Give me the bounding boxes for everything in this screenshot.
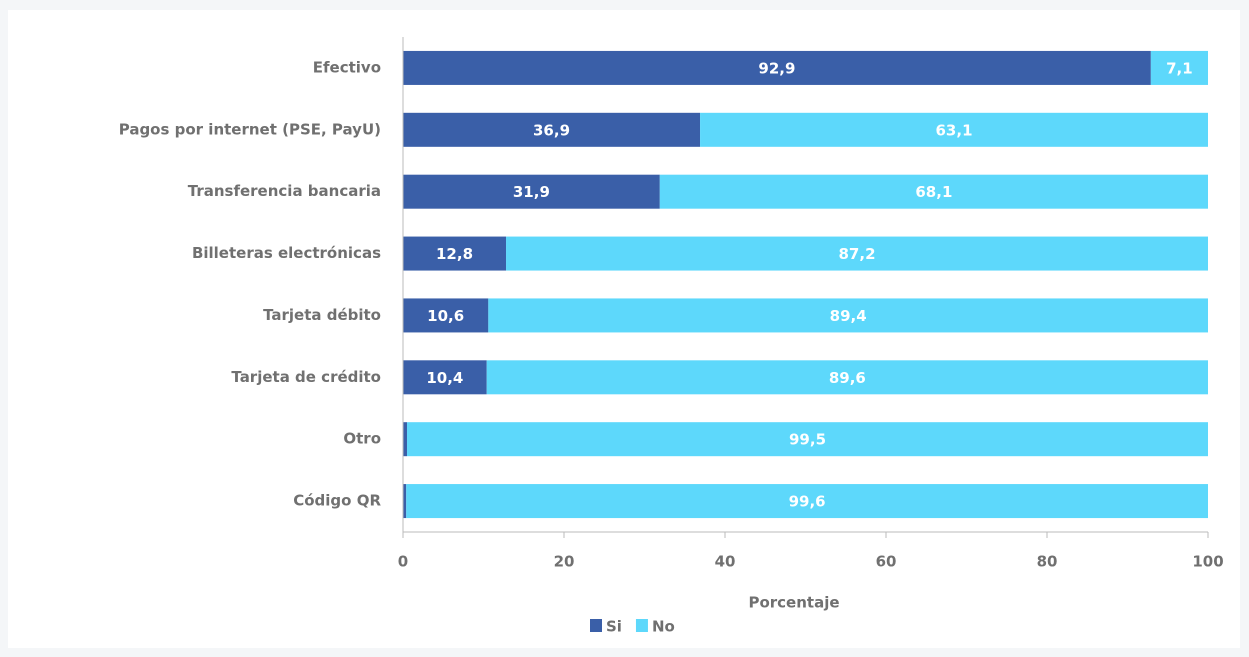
bar-segment: [659, 174, 1208, 209]
legend-label: No: [652, 618, 675, 636]
bar-segment: [403, 112, 701, 147]
bar-segment: [403, 484, 407, 519]
y-tick-label: Tarjeta de crédito: [231, 368, 381, 386]
value-label: 36,9: [533, 121, 570, 139]
value-label: 10,4: [426, 369, 463, 387]
bar-segment: [403, 50, 1151, 85]
bar-segment: [403, 236, 507, 271]
bar-segment: [406, 484, 1209, 519]
value-label: 63,1: [936, 121, 973, 139]
value-label: 68,1: [915, 183, 952, 201]
y-tick-label: Pagos por internet (PSE, PayU): [119, 120, 381, 138]
bar-segment: [403, 422, 408, 457]
bar-segment: [403, 298, 489, 333]
x-tick-label: 20: [554, 553, 575, 571]
value-label: 87,2: [839, 245, 876, 263]
bar-segment: [506, 236, 1208, 271]
y-tick-label: Efectivo: [313, 58, 381, 76]
bar-segment: [407, 422, 1208, 457]
value-label: 89,4: [830, 307, 867, 325]
value-label: 89,6: [829, 369, 866, 387]
x-tick-label: 40: [715, 553, 736, 571]
x-tick-label: 80: [1037, 553, 1058, 571]
legend-label: Si: [606, 618, 622, 636]
x-tick-label: 0: [398, 553, 408, 571]
legend-swatch: [635, 619, 648, 632]
value-label: 99,5: [789, 431, 826, 449]
bar-segment: [486, 360, 1209, 395]
y-tick-label: Transferencia bancaria: [188, 182, 381, 200]
bar-segment: [1150, 50, 1208, 85]
y-tick-label: Otro: [343, 430, 381, 448]
value-label: 10,6: [427, 307, 464, 325]
legend-swatch: [590, 619, 602, 632]
value-label: 92,9: [758, 59, 795, 77]
x-axis-label: Porcentaje: [748, 594, 839, 612]
y-tick-label: Código QR: [293, 492, 381, 510]
x-tick-label: 60: [876, 553, 897, 571]
value-label: 12,8: [436, 245, 473, 263]
bar-segment: [403, 360, 487, 395]
x-tick-label: 100: [1192, 553, 1223, 571]
value-label: 99,6: [789, 493, 826, 511]
value-label: 7,1: [1166, 59, 1193, 77]
bar-segment: [403, 174, 660, 209]
value-label: 31,9: [513, 183, 550, 201]
y-tick-label: Billeteras electrónicas: [192, 244, 381, 262]
y-tick-label: Tarjeta débito: [263, 306, 381, 324]
bar-segment: [700, 112, 1208, 147]
bar-segment: [488, 298, 1209, 333]
